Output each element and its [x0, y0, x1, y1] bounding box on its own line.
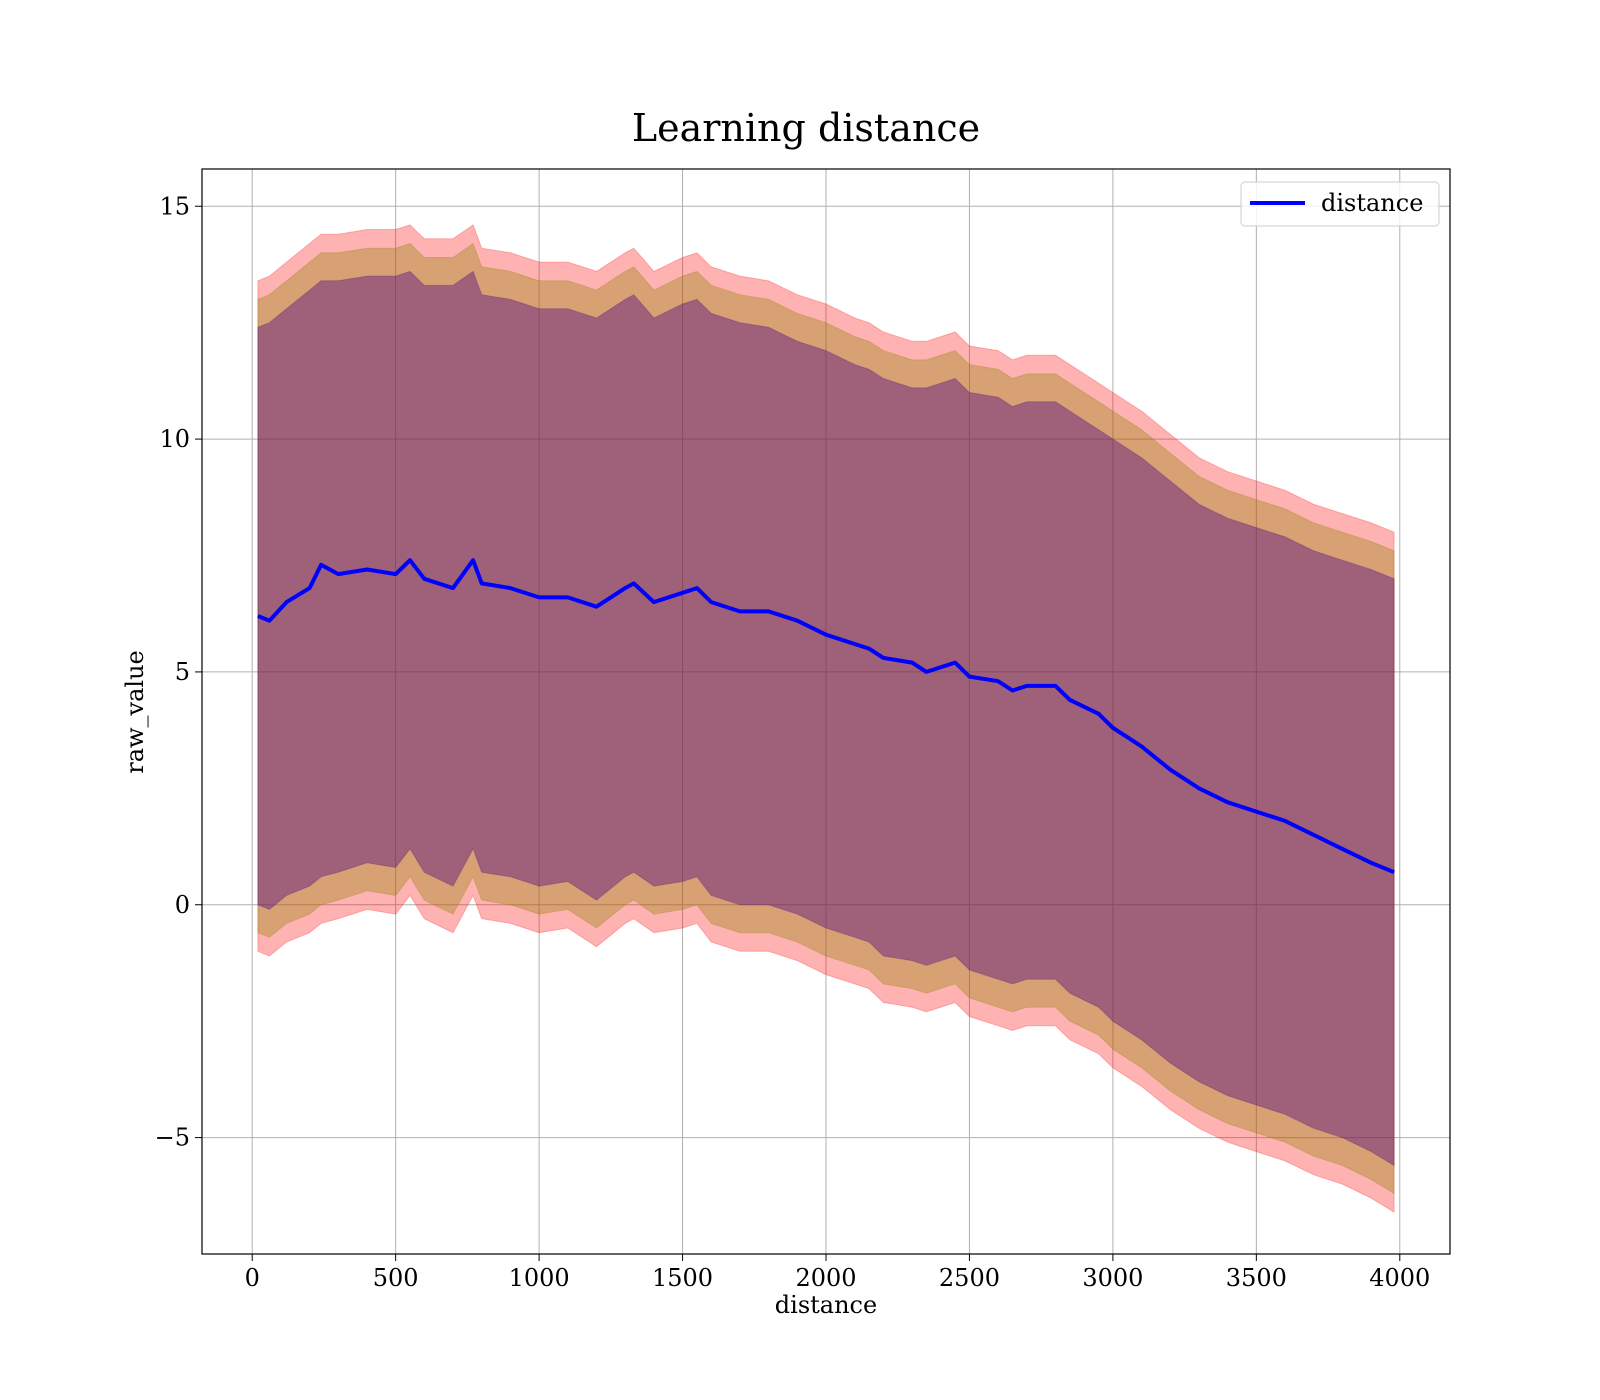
series-line-distance	[257, 558, 1395, 875]
legend: distance	[1240, 181, 1440, 227]
y-tick-label: 10	[159, 425, 190, 453]
series-lines	[257, 558, 1395, 875]
chart-title: Learning distance	[632, 106, 980, 150]
y-axis-ticks: −5 0 5 10 15	[155, 192, 202, 1152]
y-tick-label: 15	[159, 192, 190, 220]
x-tick-label: 1000	[509, 1264, 570, 1292]
x-tick-label: 4000	[1369, 1264, 1430, 1292]
x-tick-label: 500	[373, 1264, 419, 1292]
y-tick-label: 5	[175, 658, 190, 686]
x-tick-label: 2500	[939, 1264, 1000, 1292]
x-tick-label: 0	[245, 1264, 260, 1292]
x-tick-label: 3500	[1226, 1264, 1287, 1292]
legend-label-distance: distance	[1321, 189, 1423, 217]
x-tick-label: 2000	[795, 1264, 856, 1292]
x-axis-ticks: 0 500 1000 1500 2000 2500 3000 3500 4000	[245, 1254, 1430, 1292]
y-axis-label: raw_value	[121, 650, 149, 774]
bands	[257, 224, 1395, 1213]
band-middle	[257, 242, 1395, 1195]
x-tick-label: 3000	[1082, 1264, 1143, 1292]
x-axis-label: distance	[775, 1291, 877, 1319]
x-tick-label: 1500	[652, 1264, 713, 1292]
y-tick-label: −5	[155, 1124, 190, 1152]
legend-box	[1240, 181, 1440, 227]
y-tick-label: 0	[175, 891, 190, 919]
band-outer	[257, 224, 1395, 1213]
band-inner	[257, 270, 1395, 1167]
